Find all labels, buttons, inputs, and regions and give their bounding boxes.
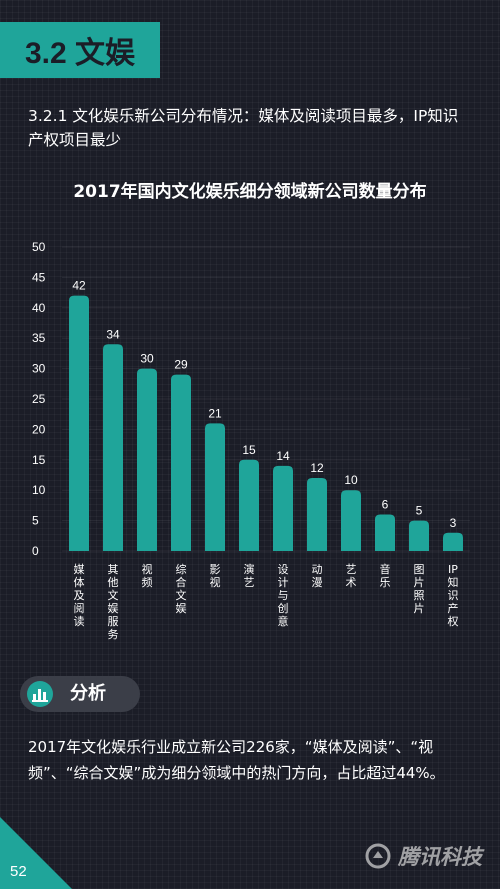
bar [409, 520, 429, 551]
x-category-label: 视频 [142, 562, 153, 589]
x-category-label: 影视 [210, 563, 221, 589]
bar-value-label: 3 [450, 516, 457, 530]
x-category-label: 演艺 [244, 562, 255, 589]
bar-value-label: 5 [416, 504, 423, 518]
analysis-label: 分析 [70, 683, 106, 704]
bar-value-label: 14 [276, 449, 290, 463]
bar [307, 478, 327, 551]
tencent-logo-icon [365, 843, 391, 869]
y-tick-label: 40 [32, 301, 46, 315]
x-category-label: 设计与创意 [278, 563, 289, 628]
y-tick-label: 20 [32, 422, 46, 436]
bar [205, 423, 225, 551]
x-category-label: 媒体及阅读 [74, 563, 85, 628]
page-title: 3.2 文娱 [24, 37, 136, 70]
x-category-label: 音乐 [380, 562, 391, 589]
bar-chart-icon [27, 681, 53, 707]
y-tick-label: 5 [32, 514, 39, 528]
chart-title: 2017年国内文化娱乐细分领域新公司数量分布 [73, 182, 427, 202]
section-subtitle: 3.2.1 文化娱乐新公司分布情况：媒体及阅读项目最多，IP知识产权项目最少 [28, 107, 459, 149]
bar [137, 368, 157, 551]
page-corner-decoration [0, 817, 72, 889]
analysis-header: 分析 [20, 676, 140, 712]
bar [69, 295, 89, 551]
bar-value-label: 12 [310, 461, 324, 475]
bar [239, 459, 259, 551]
bar-value-label: 21 [208, 406, 222, 420]
y-tick-label: 0 [32, 544, 39, 558]
x-category-label: 其他文娱服务 [108, 563, 119, 641]
bar-chart: 0510152025303540455042媒体及阅读34其他文娱服务30视频2… [32, 240, 470, 641]
bar-value-label: 6 [382, 498, 389, 512]
brand-logo: 腾讯科技 [364, 841, 482, 871]
analysis-text: 2017年文化娱乐行业成立新公司226家，“媒体及阅读”、“视频”、“综合文娱”… [28, 738, 445, 782]
bar [375, 514, 395, 551]
y-tick-label: 50 [32, 240, 46, 254]
title-bar: 3.2 文娱 [0, 22, 160, 78]
y-tick-label: 25 [32, 392, 46, 406]
y-tick-label: 10 [32, 483, 46, 497]
x-category-label: IP 知识产权 [448, 563, 459, 628]
y-tick-label: 15 [32, 453, 46, 467]
bar-value-label: 30 [140, 352, 154, 366]
brand-name: 腾讯科技 [398, 845, 482, 869]
bar [103, 344, 123, 551]
y-tick-label: 45 [32, 270, 46, 284]
bar [273, 465, 293, 551]
bar [341, 490, 361, 551]
bar-value-label: 42 [72, 279, 86, 293]
bar-value-label: 34 [106, 327, 120, 341]
x-category-label: 艺术 [346, 563, 357, 589]
page-number: 52 [10, 863, 27, 880]
bar [443, 532, 463, 551]
bar-value-label: 15 [242, 443, 256, 457]
bar-value-label: 29 [174, 358, 188, 372]
bar [171, 374, 191, 551]
x-category-label: 动漫 [312, 563, 323, 589]
y-tick-label: 35 [32, 331, 46, 345]
y-tick-label: 30 [32, 362, 46, 376]
bar-value-label: 10 [344, 473, 358, 487]
x-category-label: 图片照片 [414, 563, 425, 615]
x-category-label: 综合文娱 [176, 562, 187, 615]
